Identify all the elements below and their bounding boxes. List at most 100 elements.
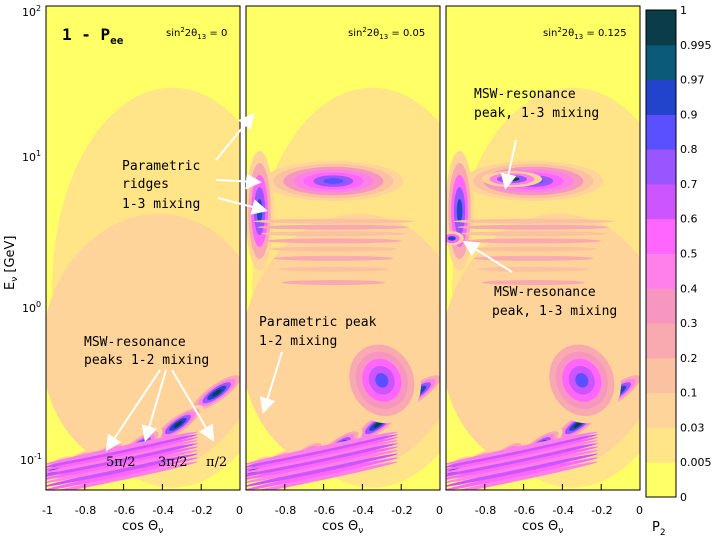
- interference-stripe: [246, 431, 398, 466]
- ytick-label-1: 100: [22, 300, 41, 315]
- xtick-label: 0: [636, 504, 643, 517]
- interference-stripe: [46, 450, 198, 484]
- parametric-peak-line-1: Parametric peak: [259, 315, 377, 330]
- colorbar-swatch: [646, 218, 676, 254]
- arrow-msw13-bottom: [462, 240, 513, 273]
- colorbar-tick-label: 0.005: [680, 456, 712, 469]
- colorbar-swatch: [646, 253, 676, 289]
- xtick-label: -0.2: [391, 504, 412, 517]
- colorbar-swatch: [646, 323, 676, 359]
- parametric-ridges-line-3: 1-3 mixing: [122, 197, 200, 212]
- x-axis-title-2: cos Θν: [522, 519, 563, 536]
- xtick-label: -0.2: [191, 504, 212, 517]
- colorbar-tick-label: 0.8: [680, 143, 698, 156]
- colorbar-tick-label: 0.4: [680, 282, 698, 295]
- colorbar: 0 0.005 0.03 0.1 0.2 0.3 0.4 0.5 0.6 0.7 0.8 0.9 0.9…: [645, 4, 712, 504]
- arrow-msw13-top: [500, 139, 517, 190]
- x-axis-title-0: cos Θν: [122, 519, 163, 536]
- ytick-label-0.1: 10-1: [20, 452, 42, 467]
- colorbar-title: P2: [652, 520, 666, 538]
- interference-stripe: [46, 443, 198, 477]
- parametric-stripe: [261, 231, 406, 237]
- msw12-band: [373, 421, 383, 428]
- msw12-band: [173, 421, 183, 428]
- parametric-stripe: [469, 246, 598, 252]
- msw-peak-13-top-line-1: MSW-resonance: [474, 87, 576, 102]
- colorbar-swatch: [646, 44, 676, 81]
- interference-stripe: [46, 457, 198, 490]
- parametric-stripe: [465, 238, 602, 244]
- annotation-parametric-peak-12: Parametric peak 1-2 mixing: [259, 315, 377, 414]
- interference-stripe: [446, 431, 598, 466]
- colorbar-tick-label: 1: [680, 4, 687, 17]
- panel-theta13-0: [45, 5, 241, 491]
- phase-label-5pi2: 5π/2: [106, 455, 135, 470]
- parametric-stripe: [481, 280, 586, 286]
- interference-stripe: [46, 446, 198, 481]
- parametric-stripe: [473, 255, 594, 261]
- interference-stripe: [246, 453, 398, 488]
- chart-title: 1 - Pee: [62, 25, 124, 47]
- interference-stripe: [446, 457, 598, 490]
- interference-stripe: [446, 461, 598, 490]
- colorbar-tick-label: 0.3: [680, 317, 698, 330]
- annotation-parametric-ridges: Parametric ridges 1-3 mixing: [122, 112, 268, 215]
- panel-1-frame: [245, 5, 441, 491]
- parametric-ridge: [456, 198, 463, 223]
- msw-peak-13-top-line-2: peak, 1-3 mixing: [474, 106, 599, 121]
- parametric-peak-line-2: 1-2 mixing: [259, 334, 337, 349]
- parametric-stripe: [253, 218, 414, 224]
- msw-peak-13-bottom-line-2: peak, 1-3 mixing: [492, 304, 617, 319]
- parametric-stripe: [477, 266, 590, 272]
- ytick-label-10: 101: [22, 149, 41, 164]
- panel-1-theta-label: sin22θ13 = 0.05: [348, 26, 425, 41]
- colorbar-swatch: [646, 149, 676, 185]
- parametric-ridge: [256, 198, 263, 223]
- colorbar-frame: [645, 9, 677, 498]
- panel-0-frame: [45, 5, 241, 491]
- colorbar-swatch: [646, 288, 676, 324]
- colorbar-tick-label: 0.03: [680, 421, 705, 434]
- xtick-label: 0: [236, 504, 243, 517]
- parametric-stripe: [265, 238, 402, 244]
- y-axis-ticks: 10-1 100 101 102: [20, 4, 42, 467]
- interference-stripe: [446, 437, 598, 471]
- msw-peaks-12-line-2: peaks 1-2 mixing: [84, 353, 209, 368]
- xtick-label: -0.8: [275, 504, 296, 517]
- xtick-label: -0.6: [514, 504, 535, 517]
- xtick-label: -0.6: [314, 504, 335, 517]
- colorbar-swatch: [646, 114, 676, 150]
- colorbar-tick-label: 0.97: [680, 74, 705, 87]
- interference-stripe: [246, 443, 398, 477]
- colorbar-swatch: [646, 79, 676, 115]
- phase-label-3pi2: 3π/2: [158, 455, 187, 470]
- interference-stripe: [446, 443, 598, 477]
- interference-stripe: [446, 453, 598, 488]
- colorbar-swatch: [646, 183, 676, 220]
- msw13-low-core: [447, 236, 456, 241]
- xtick-label: -0.6: [114, 504, 135, 517]
- panel-0-theta-label: sin22θ13 = 0: [166, 26, 227, 41]
- parametric-stripe: [273, 255, 394, 261]
- interference-stripe: [246, 440, 398, 474]
- panel-2-frame: [445, 5, 641, 491]
- arrow-5pi2: [105, 369, 161, 452]
- xtick-label: -0.8: [475, 504, 496, 517]
- parametric-ridges-line-1: Parametric: [122, 159, 200, 174]
- msw12-band: [211, 389, 222, 397]
- arrow-3pi2: [141, 369, 167, 442]
- msw12-high-band: [575, 373, 589, 388]
- msw-peaks-12-line-1: MSW-resonance: [84, 335, 186, 350]
- annotation-msw-peak-13-bottom: MSW-resonance peak, 1-3 mixing: [462, 240, 617, 319]
- parametric-stripe: [453, 218, 614, 224]
- panel-theta13-0.125: [445, 5, 641, 491]
- xtick-label: -0.8: [75, 504, 96, 517]
- interference-stripe: [246, 457, 398, 490]
- colorbar-tick-label: 0.6: [680, 213, 698, 226]
- colorbar-tick-label: 0.9: [680, 108, 698, 121]
- xtick-label: -0.4: [352, 504, 373, 517]
- interference-stripe: [446, 446, 598, 481]
- panel-2-theta-label: sin22θ13 = 0.125: [543, 26, 627, 41]
- arrow-ridge-lower: [217, 197, 268, 215]
- parametric-stripe: [257, 224, 410, 230]
